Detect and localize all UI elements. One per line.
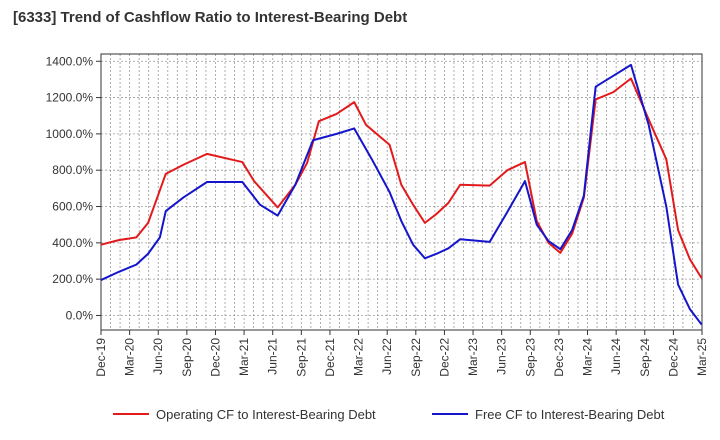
x-tick-label: Sep-23	[523, 338, 537, 377]
x-tick-label: Mar-24	[581, 338, 595, 376]
x-tick-label: Sep-21	[294, 338, 308, 377]
x-axis-ticks: Dec-19 Mar-20 Jun-20 Sep-20 Dec-20 Mar-21 Jun-…	[94, 330, 709, 377]
x-tick-label: Jun-22	[380, 338, 394, 375]
x-tick-label: Jun-24	[609, 338, 623, 375]
chart-title: [6333] Trend of Cashflow Ratio to Intere…	[13, 9, 408, 26]
x-tick-label: Mar-22	[352, 338, 366, 376]
x-tick-label: Mar-20	[123, 338, 137, 376]
y-tick-label: 1000.0%	[46, 127, 94, 141]
x-tick-label: Jun-20	[151, 338, 165, 375]
x-tick-label: Jun-21	[266, 338, 280, 375]
x-tick-label: Sep-20	[180, 338, 194, 377]
y-tick-label: 400.0%	[52, 236, 93, 250]
y-axis-ticks: 0.0% 200.0% 400.0% 600.0% 800.0% 1000.0% 1200.…	[46, 54, 101, 322]
y-tick-label: 800.0%	[52, 163, 93, 177]
x-tick-label: Mar-21	[237, 338, 251, 376]
y-tick-label: 200.0%	[52, 272, 93, 286]
y-tick-label: 1200.0%	[46, 91, 94, 105]
x-tick-label: Sep-24	[638, 338, 652, 377]
x-tick-label: Dec-19	[94, 338, 108, 377]
legend: Operating CF to Interest-Bearing Debt Fre…	[113, 407, 665, 422]
x-tick-label: Jun-23	[495, 338, 509, 375]
series-line-2	[100, 63, 703, 326]
x-tick-label: Dec-20	[208, 338, 222, 377]
y-tick-label: 0.0%	[66, 308, 94, 322]
x-tick-label: Dec-24	[666, 338, 680, 377]
x-tick-label: Dec-23	[552, 338, 566, 377]
x-tick-label: Mar-23	[466, 338, 480, 376]
legend-label-1: Operating CF to Interest-Bearing Debt	[156, 407, 376, 422]
x-tick-label: Dec-21	[323, 338, 337, 377]
legend-label-2: Free CF to Interest-Bearing Debt	[475, 407, 665, 422]
plot-frame	[100, 53, 703, 331]
series-lines	[100, 63, 703, 326]
y-tick-label: 600.0%	[52, 200, 93, 214]
x-tick-label: Sep-22	[409, 338, 423, 377]
x-tick-label: Dec-22	[437, 338, 451, 377]
y-tick-label: 1400.0%	[46, 54, 94, 68]
series-line-1	[100, 77, 703, 279]
x-tick-label: Mar-25	[695, 338, 709, 376]
